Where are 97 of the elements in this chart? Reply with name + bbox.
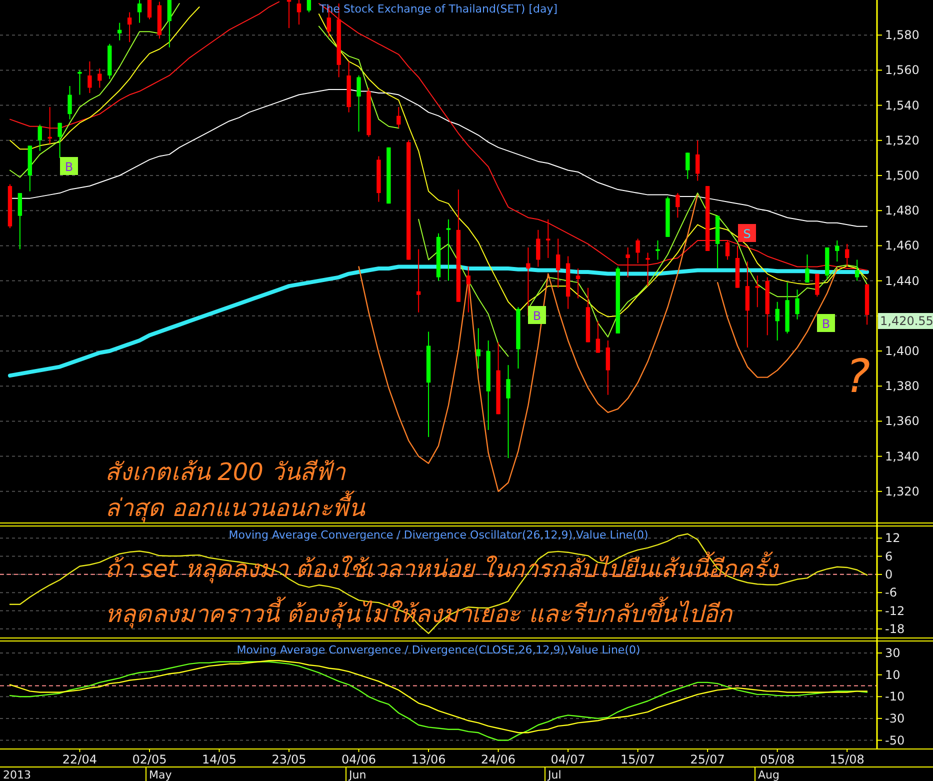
y-tick-label: 1,500 — [885, 168, 920, 183]
text: Aug — [758, 768, 780, 781]
candlestick — [536, 229, 540, 268]
y-tick-label: -12 — [885, 604, 905, 618]
candlestick — [58, 122, 62, 158]
y-tick-label: 1,540 — [885, 98, 920, 112]
x-tick-label: 04/06 — [341, 752, 376, 766]
candlestick — [775, 301, 780, 341]
candlestick — [68, 85, 72, 120]
y-tick-label: -6 — [885, 586, 897, 600]
candlestick — [596, 320, 600, 354]
annotation: B — [64, 160, 74, 174]
candlestick — [466, 266, 470, 313]
y-tick-label: 1,320 — [885, 484, 920, 498]
y-tick-label: 12 — [885, 531, 900, 546]
y-tick-label: -18 — [885, 622, 905, 636]
candlestick — [636, 238, 640, 264]
annotation: S — [743, 227, 751, 241]
x-tick-label: 24/06 — [481, 752, 516, 766]
y-tick-label: 30 — [885, 646, 900, 660]
candlestick — [795, 289, 800, 320]
y-tick-label: 1,460 — [885, 238, 920, 253]
x-tick-label: 04/07 — [550, 752, 586, 766]
chart-title: Moving Average Convergence / Divergence Oscillator(26,12,9),Value Line(0) — [228, 528, 648, 542]
x-tick-label: 15/07 — [620, 752, 656, 766]
candlestick — [725, 240, 730, 260]
y-tick-label: 1,380 — [885, 379, 920, 394]
y-tick-label: 1,440 — [885, 274, 920, 288]
x-tick-label: 05/08 — [760, 752, 795, 766]
candlestick — [127, 12, 132, 43]
candlestick — [356, 74, 361, 132]
text: 2013 — [3, 768, 31, 781]
text: Jun — [348, 768, 366, 781]
x-tick-label: 02/05 — [132, 752, 167, 766]
candlestick — [835, 240, 840, 262]
candlestick — [676, 192, 680, 218]
annotation: สังเกตเส้น 200 วันสีฟ้า — [105, 458, 348, 486]
y-tick-label: 1,360 — [885, 414, 920, 428]
candlestick — [306, 0, 312, 13]
candlestick — [526, 246, 530, 316]
candlestick — [118, 22, 122, 41]
chart-title: Moving Average Convergence / Divergence(CLOSE,26,12,9),Value Line(0) — [236, 644, 640, 656]
x-tick-label: 23/05 — [272, 752, 306, 766]
text: Jul — [547, 768, 562, 781]
candlestick — [38, 124, 42, 152]
y-tick-label: -10 — [885, 690, 905, 704]
candlestick — [88, 60, 92, 94]
candlestick — [845, 243, 850, 268]
y-tick-label: 6 — [885, 549, 893, 564]
candlestick — [167, 0, 172, 48]
candlestick — [606, 340, 610, 396]
candlestick — [446, 218, 451, 282]
candlestick — [805, 254, 810, 284]
candlestick — [506, 364, 510, 459]
y-tick-label: 0 — [885, 567, 893, 582]
candlestick — [78, 70, 82, 96]
candlestick — [416, 248, 421, 313]
annotation: B — [532, 309, 542, 323]
candlestick — [476, 328, 480, 370]
y-tick-label: -50 — [885, 733, 905, 748]
candlestick — [755, 275, 760, 308]
candlestick — [98, 68, 102, 88]
x-tick-label: 14/05 — [202, 752, 237, 766]
candlestick — [686, 152, 690, 180]
y-tick-label: 10 — [885, 668, 900, 682]
candlestick — [626, 246, 630, 278]
candlestick — [696, 140, 700, 182]
annotation: ? — [846, 349, 870, 403]
x-tick-label: 22/04 — [62, 752, 98, 766]
candlestick — [815, 273, 820, 298]
candlestick — [296, 0, 302, 26]
y-tick-label: -30 — [885, 711, 905, 726]
candlestick — [147, 0, 152, 20]
y-tick-label: 1,520 — [885, 133, 920, 148]
y-tick-label: 1,560 — [885, 63, 920, 78]
candlestick — [546, 218, 550, 258]
annotation: ล่าสุด ออกแนวนอนกะพื้น — [105, 490, 366, 523]
candlestick — [286, 0, 292, 29]
y-tick-label: 1,340 — [885, 449, 920, 464]
candlestick — [18, 192, 22, 250]
y-tick-label: 1,480 — [885, 204, 920, 218]
candlestick — [556, 238, 560, 288]
candlestick — [854, 259, 860, 282]
text: 1,420.55 — [880, 314, 933, 328]
text: May — [149, 768, 172, 781]
candlestick — [656, 240, 660, 260]
x-tick-label: 15/08 — [830, 752, 864, 766]
x-tick-label: 25/07 — [690, 752, 725, 766]
candlestick — [576, 268, 580, 299]
candlestick — [48, 106, 52, 144]
candlestick — [646, 252, 650, 287]
candlestick — [396, 106, 401, 129]
x-tick-label: 13/06 — [411, 752, 446, 766]
annotation: B — [822, 317, 830, 331]
y-tick-label: 1,580 — [885, 28, 920, 42]
candlestick — [137, 0, 142, 24]
y-tick-label: 1,400 — [885, 344, 920, 358]
